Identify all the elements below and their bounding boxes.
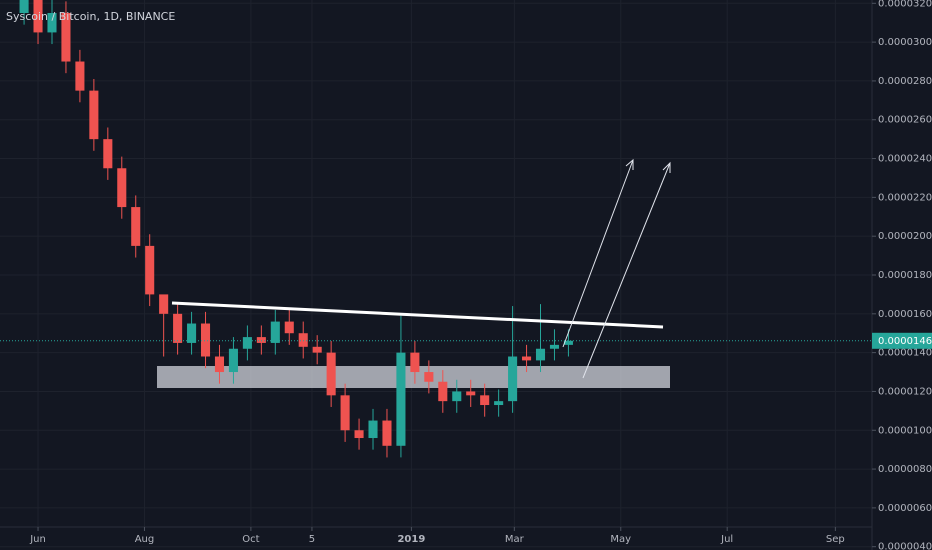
- x-tick-label: Jul: [720, 534, 733, 545]
- chart-title: Syscoin / Bitcoin, 1D, BINANCE: [6, 10, 175, 23]
- candle-body: [187, 323, 197, 343]
- candle-body: [466, 391, 476, 396]
- candle-body: [173, 313, 183, 343]
- candle-body: [340, 395, 350, 431]
- x-tick-label: Aug: [135, 534, 155, 545]
- candle-body: [535, 348, 546, 361]
- candle-body: [494, 401, 504, 406]
- x-tick-label: 5: [309, 534, 315, 545]
- candles: [0, 0, 872, 458]
- last-price-label: 0.00001461: [878, 336, 932, 347]
- candle-body: [145, 245, 155, 295]
- candle-body: [103, 139, 113, 169]
- candle-body: [438, 381, 448, 402]
- candle-body: [242, 337, 252, 349]
- candle-body: [19, 0, 29, 14]
- candle-body: [312, 346, 322, 353]
- x-tick-label: May: [610, 534, 631, 545]
- candle-body: [256, 337, 266, 343]
- candle-body: [159, 294, 169, 314]
- candle-body: [61, 13, 71, 62]
- candle-body: [131, 207, 141, 246]
- candle-body: [480, 395, 490, 406]
- candle-body: [508, 356, 518, 402]
- candle-body: [33, 0, 43, 33]
- last-price-box: [872, 332, 932, 349]
- candle-body: [410, 352, 420, 373]
- x-tick-label: Oct: [242, 534, 259, 545]
- candle-body: [549, 344, 560, 349]
- trend-line: [171, 301, 664, 329]
- candle-body: [452, 391, 462, 402]
- candle-body: [298, 333, 308, 347]
- y-tick-label: 0.00000400: [878, 542, 932, 550]
- candle-body: [284, 321, 294, 334]
- candle-body: [326, 352, 336, 396]
- candle-body: [47, 13, 57, 33]
- candle-body: [89, 90, 99, 140]
- candle-body: [75, 61, 85, 91]
- candle-body: [424, 372, 434, 382]
- candle-body: [563, 340, 573, 345]
- candle-body: [368, 420, 378, 439]
- candle-body: [396, 352, 406, 446]
- x-tick-label: 2019: [397, 534, 425, 545]
- candle-body: [270, 321, 280, 343]
- projection-arrows: [562, 158, 671, 379]
- candle-body: [117, 168, 127, 208]
- x-tick-label: Sep: [826, 534, 845, 545]
- candle-body: [354, 430, 364, 439]
- candle-body: [214, 356, 225, 373]
- candle-body: [382, 420, 392, 446]
- support-zone: [157, 366, 670, 388]
- x-tick-label: Mar: [505, 534, 525, 545]
- candle-body: [228, 348, 238, 373]
- candle-body: [522, 356, 532, 361]
- x-tick-label: Jun: [29, 534, 46, 545]
- candle-body: [200, 323, 211, 357]
